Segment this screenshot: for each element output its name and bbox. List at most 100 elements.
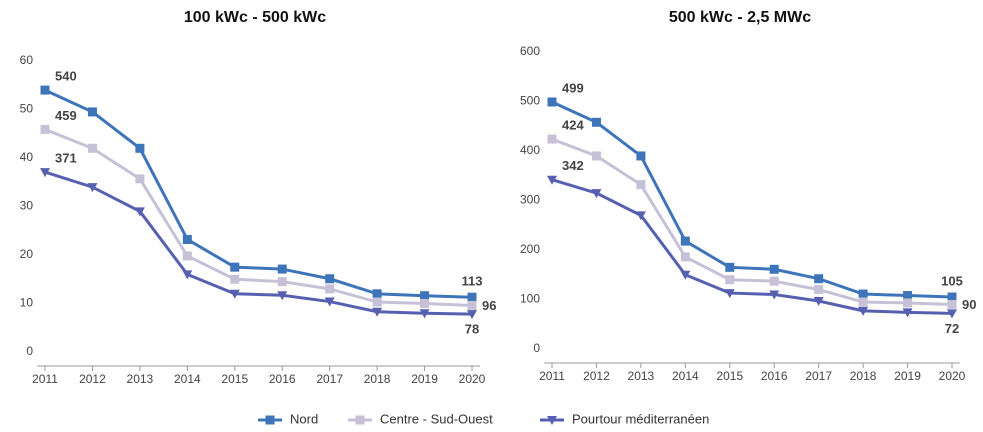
value-label: 371 [55, 151, 77, 166]
marker [230, 262, 240, 272]
y-tick-label: 10 [20, 296, 34, 310]
marker [769, 290, 780, 300]
marker [858, 306, 869, 316]
marker [725, 262, 735, 272]
marker [87, 107, 97, 117]
marker [591, 117, 601, 127]
marker [680, 236, 690, 246]
x-tick-label: 2018 [364, 372, 391, 386]
marker [636, 151, 646, 161]
marker [135, 174, 145, 184]
x-tick-label: 2017 [316, 372, 343, 386]
value-label: 72 [945, 321, 959, 336]
y-tick-label: 60 [20, 53, 34, 67]
y-tick-label: 600 [520, 44, 540, 58]
value-label: 113 [462, 274, 483, 289]
marker [135, 143, 145, 153]
marker [182, 251, 192, 261]
x-tick-label: 2015 [221, 372, 248, 386]
x-tick-label: 2011 [539, 369, 565, 383]
marker [902, 308, 913, 318]
marker [277, 277, 287, 287]
marker [40, 124, 50, 134]
chart-title: 100 kWc - 500 kWc [184, 9, 326, 26]
marker [903, 298, 913, 308]
marker [903, 291, 913, 301]
marker [814, 285, 824, 295]
marker [547, 416, 557, 425]
x-tick-label: 2020 [459, 372, 486, 386]
marker [947, 292, 957, 302]
value-label: 424 [562, 118, 584, 133]
x-tick-label: 2016 [761, 369, 788, 383]
series-line [44, 88, 473, 299]
marker [769, 276, 779, 286]
y-tick-label: 0 [26, 344, 33, 358]
x-tick-label: 2020 [939, 369, 966, 383]
marker [680, 270, 691, 280]
series-line [44, 127, 473, 307]
marker [858, 289, 868, 299]
marker [355, 415, 365, 425]
marker [635, 211, 646, 221]
x-tick-label: 2012 [583, 369, 610, 383]
marker [87, 183, 98, 193]
marker [324, 297, 335, 307]
series-line [551, 178, 953, 315]
marker [591, 151, 601, 161]
marker [547, 175, 557, 185]
x-tick-label: 2016 [269, 372, 296, 386]
series-line [551, 137, 953, 306]
value-label: 540 [55, 69, 77, 84]
marker [858, 297, 868, 307]
y-tick-label: 50 [20, 102, 34, 116]
marker [325, 274, 335, 284]
marker [547, 134, 557, 144]
marker [420, 291, 430, 301]
y-tick-label: 100 [520, 292, 540, 306]
chart-title: 500 kWc - 2,5 MWc [669, 9, 811, 26]
y-tick-label: 40 [20, 150, 34, 164]
marker [182, 270, 193, 280]
marker [769, 264, 779, 274]
marker [277, 291, 288, 301]
x-tick-label: 2019 [411, 372, 438, 386]
x-tick-label: 2014 [174, 372, 201, 386]
marker [87, 143, 97, 153]
y-tick-label: 20 [20, 247, 34, 261]
marker [814, 274, 824, 284]
marker [467, 310, 477, 320]
marker [467, 292, 477, 302]
marker [420, 299, 430, 308]
x-tick-label: 2018 [850, 369, 877, 383]
series-line [551, 100, 953, 299]
value-label: 342 [562, 158, 584, 173]
value-label: 78 [465, 322, 479, 337]
marker [724, 289, 735, 299]
series-line [44, 170, 473, 316]
y-tick-label: 300 [520, 193, 540, 207]
legend-label: Centre - Sud-Ouest [380, 411, 493, 426]
marker [725, 275, 735, 285]
value-label: 499 [562, 80, 584, 95]
marker [372, 297, 382, 307]
legend-label: Pourtour méditerranéen [572, 411, 709, 426]
marker [591, 189, 602, 199]
marker [680, 252, 690, 262]
marker [419, 309, 430, 319]
marker [372, 307, 383, 317]
marker [325, 284, 335, 294]
y-tick-label: 500 [520, 94, 540, 108]
x-tick-label: 2014 [672, 369, 699, 383]
x-tick-label: 2011 [32, 372, 58, 386]
marker [947, 309, 957, 319]
y-tick-label: 400 [520, 143, 540, 157]
marker [134, 207, 145, 217]
marker [265, 415, 275, 425]
x-tick-label: 2019 [894, 369, 921, 383]
value-label: 90 [962, 297, 976, 312]
marker [182, 234, 192, 244]
value-label: 105 [941, 273, 963, 288]
y-tick-label: 200 [520, 242, 540, 256]
marker [372, 289, 382, 299]
